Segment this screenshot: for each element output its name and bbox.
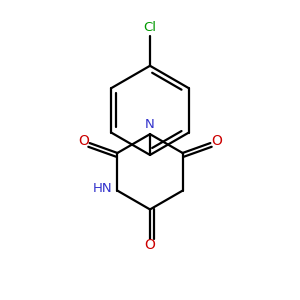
Text: O: O	[78, 134, 89, 148]
Text: O: O	[211, 134, 222, 148]
Text: N: N	[145, 118, 155, 131]
Text: Cl: Cl	[143, 21, 157, 34]
Text: O: O	[145, 238, 155, 252]
Text: HN: HN	[93, 182, 112, 195]
